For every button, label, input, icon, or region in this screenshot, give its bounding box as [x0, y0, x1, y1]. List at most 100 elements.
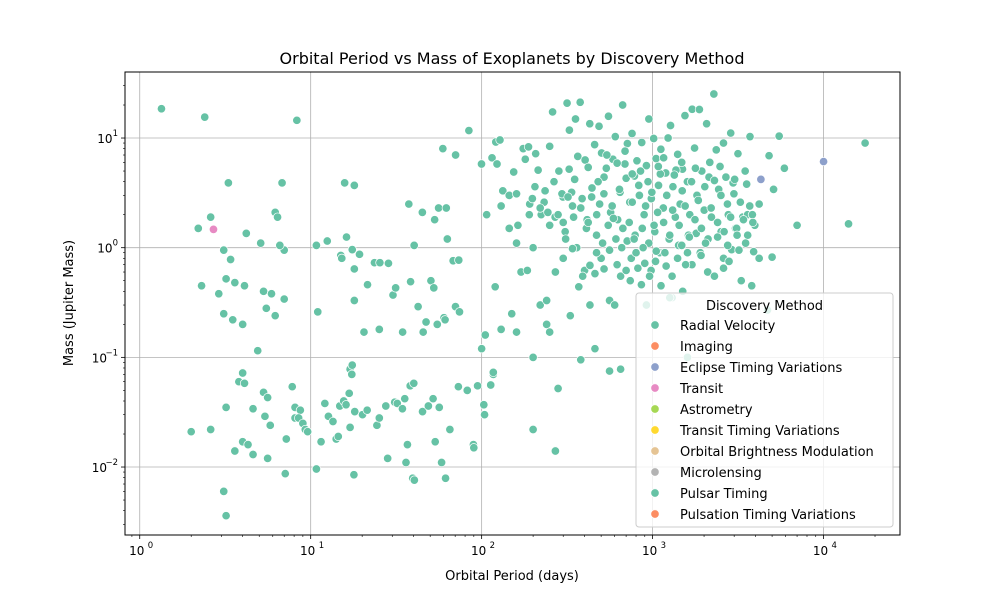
data-point [603, 220, 613, 230]
x-tick-exponent: 1 [319, 541, 324, 551]
data-point [554, 166, 564, 176]
data-point [682, 248, 693, 258]
data-point [578, 271, 588, 281]
data-point [347, 369, 357, 379]
legend-label: Astrometry [680, 403, 753, 418]
data-point [724, 256, 734, 266]
data-point [256, 238, 266, 248]
data-point [616, 271, 626, 281]
y-tick-label: 10 [97, 132, 112, 146]
data-point [726, 128, 736, 138]
data-point [341, 400, 351, 410]
data-point [687, 177, 697, 187]
data-point [594, 121, 604, 131]
data-point [721, 172, 731, 182]
data-point [545, 327, 555, 337]
data-point [690, 143, 700, 153]
y-axis-label: Mass (Jupiter Mass) [62, 240, 77, 366]
data-point [469, 443, 479, 453]
data-point [567, 244, 578, 254]
data-point [214, 289, 224, 299]
data-point [639, 210, 649, 220]
data-point [690, 215, 700, 225]
data-point [523, 142, 534, 152]
data-point [696, 223, 706, 233]
data-point [362, 405, 372, 415]
data-point [663, 133, 673, 143]
data-point [437, 457, 447, 468]
data-point [243, 440, 253, 450]
data-point [295, 405, 305, 415]
data-point [706, 203, 716, 213]
data-point [219, 245, 229, 255]
data-point [694, 104, 704, 115]
data-point [550, 446, 560, 456]
data-point [641, 201, 651, 211]
data-point [723, 240, 733, 250]
data-point [645, 271, 655, 281]
data-point [398, 327, 408, 337]
data-point [316, 437, 326, 447]
data-point [421, 317, 431, 327]
data-point [713, 232, 723, 242]
x-axis-label: Orbital Period (days) [445, 569, 579, 584]
data-point [653, 207, 663, 217]
data-point [661, 261, 671, 271]
data-point [564, 164, 574, 174]
data-point [528, 243, 538, 253]
data-point [607, 201, 617, 211]
data-point [743, 230, 753, 240]
x-tick-exponent: 0 [148, 541, 153, 551]
data-point [522, 265, 532, 276]
legend-label: Orbital Brightness Modulation [680, 445, 874, 460]
data-point [709, 175, 719, 186]
data-point [570, 174, 580, 184]
data-point [655, 169, 665, 179]
data-point [647, 187, 657, 197]
data-point [637, 137, 647, 148]
data-point [629, 234, 639, 244]
x-tick-exponent: 4 [832, 541, 837, 551]
data-point [621, 265, 631, 276]
data-point [733, 149, 743, 159]
data-point [277, 178, 287, 188]
data-point [585, 260, 595, 270]
data-point [605, 245, 615, 255]
data-point [591, 248, 602, 258]
data-point [480, 410, 490, 420]
data-point [764, 151, 774, 161]
data-point [347, 360, 357, 370]
data-point [703, 267, 713, 277]
data-point [275, 240, 285, 250]
data-point [669, 170, 679, 180]
data-point [767, 252, 777, 262]
data-point [320, 398, 330, 408]
data-point [441, 473, 451, 483]
data-point [693, 195, 703, 205]
data-point [696, 250, 706, 260]
data-point [545, 141, 555, 151]
x-tick-label: 10 [129, 544, 144, 558]
data-point [598, 238, 608, 248]
data-point [438, 144, 448, 154]
data-point [535, 203, 545, 213]
data-point [265, 420, 275, 430]
data-point [200, 112, 210, 122]
data-point [349, 470, 359, 480]
data-point [328, 416, 338, 427]
data-point [565, 311, 575, 321]
legend-label: Transit [679, 382, 723, 397]
data-point [618, 223, 628, 233]
data-point [428, 394, 438, 404]
data-point [734, 245, 744, 255]
data-point [542, 319, 552, 329]
data-point [574, 282, 584, 292]
data-point [860, 138, 870, 148]
data-point [684, 232, 694, 242]
data-point [451, 150, 461, 160]
data-point [409, 240, 419, 250]
data-point [558, 253, 568, 263]
data-point [634, 190, 644, 200]
data-point [520, 154, 530, 164]
data-point [665, 120, 676, 131]
